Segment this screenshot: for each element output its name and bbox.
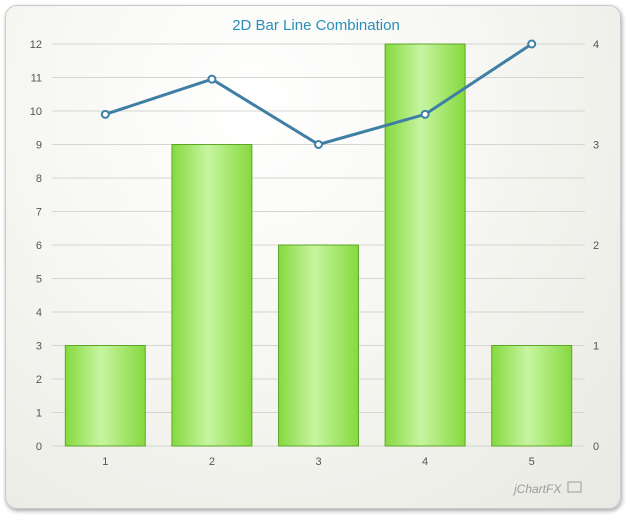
- line-series: [100, 39, 537, 149]
- bar: [278, 244, 359, 447]
- y-left-tick-label: 9: [36, 140, 42, 152]
- line-point: [527, 39, 537, 49]
- bar-line-chart: 2D Bar Line Combination 0123456789101112…: [30, 17, 599, 496]
- y-left-tick-label: 10: [30, 106, 42, 118]
- y-left-tick-label: 2: [36, 374, 42, 386]
- y-left-tick-label: 6: [36, 240, 42, 252]
- right-axis: 0 1 2 3 4: [593, 39, 599, 453]
- bar: [384, 43, 466, 447]
- line-point: [207, 74, 217, 84]
- x-tick-label: 4: [422, 456, 428, 468]
- y-left-tick-label: 7: [36, 207, 42, 219]
- bar: [171, 144, 253, 447]
- y-right-tick-label: 3: [593, 140, 599, 152]
- y-left-tick-label: 12: [30, 39, 42, 51]
- y-left-tick-label: 11: [31, 73, 42, 85]
- bar-series: [64, 43, 573, 447]
- line-point: [314, 140, 323, 149]
- bar: [64, 345, 146, 447]
- y-right-tick-label: 0: [593, 441, 599, 453]
- y-left-tick-label: 1: [36, 408, 42, 420]
- x-tick-label: 2: [209, 456, 215, 468]
- brand-logo-text: jChartFX: [512, 482, 562, 496]
- x-tick-label: 1: [102, 456, 108, 468]
- y-left-tick-label: 3: [36, 341, 42, 353]
- y-left-tick-label: 5: [36, 274, 42, 286]
- chart-frame: 2D Bar Line Combination 0 1 2 3 4 5 6 7 8 9 10 11 12…: [5, 5, 621, 509]
- jchartfx-logo: jChartFX: [512, 481, 582, 496]
- y-right-tick-label: 4: [593, 39, 599, 51]
- x-axis: 1 2 3 4 5: [102, 456, 535, 468]
- line-point: [100, 109, 110, 119]
- y-right-tick-label: 1: [593, 341, 599, 353]
- x-tick-label: 3: [315, 456, 321, 468]
- chart-title: 2D Bar Line Combination: [232, 17, 400, 34]
- y-right-tick-label: 2: [593, 240, 599, 252]
- line-path: [104, 42, 533, 146]
- brand-logo-icon: [567, 481, 582, 493]
- y-left-tick-label: 0: [36, 441, 42, 453]
- y-left-tick-label: 8: [36, 173, 42, 185]
- y-left-tick-label: 4: [36, 307, 42, 319]
- line-point: [420, 109, 430, 119]
- x-tick-label: 5: [529, 456, 535, 468]
- bar: [491, 345, 573, 447]
